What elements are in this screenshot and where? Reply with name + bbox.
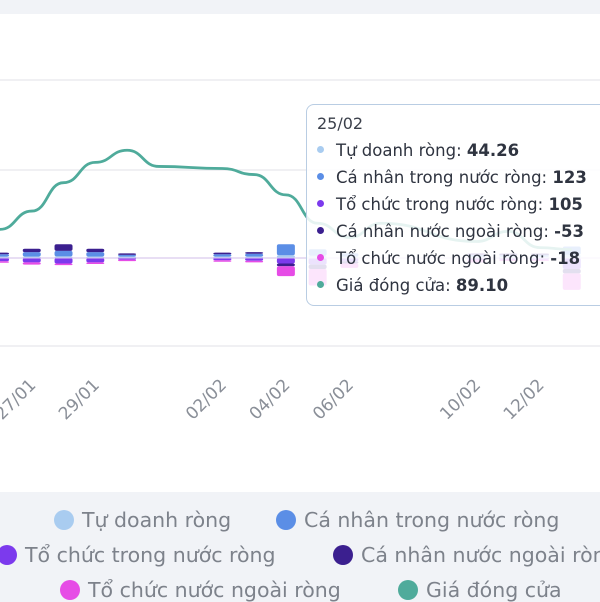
tooltip-value: -53 <box>554 222 584 241</box>
legend-item-ca-nhan-nuoc-ngoai[interactable]: Cá nhân nước ngoài ròng <box>333 543 600 567</box>
legend-label: Tự doanh ròng <box>82 508 232 532</box>
tooltip-label: Tổ chức trong nước ròng: <box>336 195 549 214</box>
tooltip-value: 89.10 <box>455 276 509 295</box>
x-tick-label: 12/02 <box>500 375 549 424</box>
x-tick-label: 29/01 <box>55 375 104 424</box>
tooltip-label: Giá đóng cửa: <box>336 276 456 295</box>
legend-swatch <box>333 545 353 565</box>
bar-segment <box>213 258 232 261</box>
tooltip-value: 44.26 <box>466 141 520 160</box>
bar-segment <box>118 254 137 257</box>
tooltip-row: Cá nhân trong nước ròng: 123 <box>317 168 587 187</box>
bar-segment <box>118 259 137 262</box>
legend-item-gia-dong-cua[interactable]: Giá đóng cửa <box>398 578 562 602</box>
x-tick-label: 02/02 <box>182 375 231 424</box>
bar-segment <box>213 260 232 262</box>
bar-segment <box>86 262 105 265</box>
bar-segment <box>118 253 137 255</box>
bar-segment <box>54 250 73 257</box>
bar-segment <box>54 258 73 264</box>
tooltip-dot <box>317 200 324 207</box>
legend-label: Cá nhân nước ngoài ròng <box>361 543 600 567</box>
bar-segment <box>22 262 41 265</box>
legend-label: Cá nhân trong nước ròng <box>304 508 560 532</box>
bar-segment <box>213 252 232 255</box>
bar-segment <box>54 244 73 251</box>
chart-tooltip: 25/02 Tự doanh ròng: 44.26 Cá nhân trong… <box>306 104 600 306</box>
legend-label: Tổ chức trong nước ròng <box>25 543 276 567</box>
legend-item-to-chuc-nuoc-ngoai[interactable]: Tổ chức nước ngoài ròng <box>60 578 341 602</box>
bar-segment <box>0 254 9 257</box>
tooltip-label: Tự doanh ròng: <box>336 141 467 160</box>
tooltip-dot <box>317 146 324 153</box>
legend-swatch <box>276 510 296 530</box>
x-tick-label: 27/01 <box>0 375 40 424</box>
x-tick-label: 06/02 <box>309 375 358 424</box>
bar-segment <box>22 248 41 253</box>
bar-segment <box>276 244 295 256</box>
tooltip-date: 25/02 <box>317 114 364 133</box>
bar-segment <box>245 260 264 263</box>
legend-swatch <box>398 580 418 600</box>
tooltip-row: Tự doanh ròng: 44.26 <box>317 141 519 160</box>
bar-segment <box>22 258 41 263</box>
tooltip-dot <box>317 254 324 261</box>
bar-segment <box>213 254 232 257</box>
bar-segment <box>276 263 295 267</box>
chart-card: 27/01 29/01 02/02 04/02 06/02 10/02 12/02 25/0… <box>0 14 600 492</box>
tooltip-label: Tổ chức nước ngoài ròng: <box>336 249 551 268</box>
bar-segment <box>276 266 295 277</box>
bar-segment <box>0 261 9 263</box>
legend-swatch <box>54 510 74 530</box>
tooltip-value: -18 <box>550 249 581 268</box>
legend-item-tu-doanh[interactable]: Tự doanh ròng <box>54 508 231 532</box>
bar-segment <box>0 258 9 262</box>
chart-legend: Tự doanh ròng Cá nhân trong nước ròng Tổ… <box>0 500 600 602</box>
legend-label: Tổ chức nước ngoài ròng <box>88 578 341 602</box>
bar-segment <box>276 258 295 264</box>
legend-swatch <box>60 580 80 600</box>
bar-segment <box>245 252 264 254</box>
x-tick-label: 04/02 <box>246 375 295 424</box>
bar-segment <box>276 255 295 258</box>
legend-swatch <box>0 545 17 565</box>
bar-segment <box>86 252 105 257</box>
bar-segment <box>86 258 105 263</box>
legend-label: Giá đóng cửa <box>426 578 562 602</box>
tooltip-label: Cá nhân trong nước ròng: <box>336 168 553 187</box>
bar-segment <box>54 263 73 266</box>
bar-segment <box>22 252 41 257</box>
bar-segment <box>0 252 9 255</box>
tooltip-row: Giá đóng cửa: 89.10 <box>317 276 508 295</box>
tooltip-row: Tổ chức trong nước ròng: 105 <box>317 195 583 214</box>
legend-item-to-chuc-trong-nuoc[interactable]: Tổ chức trong nước ròng <box>0 543 276 567</box>
bar-segment <box>245 253 264 257</box>
tooltip-dot <box>317 227 324 234</box>
tooltip-row: Cá nhân nước ngoài ròng: -53 <box>317 222 584 241</box>
tooltip-value: 105 <box>548 195 583 214</box>
tooltip-row: Tổ chức nước ngoài ròng: -18 <box>317 249 580 268</box>
tooltip-label: Cá nhân nước ngoài ròng: <box>336 222 555 241</box>
x-tick-label: 10/02 <box>436 375 485 424</box>
legend-item-ca-nhan-trong-nuoc[interactable]: Cá nhân trong nước ròng <box>276 508 559 532</box>
bar-segment <box>245 258 264 261</box>
tooltip-dot <box>317 281 324 288</box>
tooltip-dot <box>317 173 324 180</box>
bar-segment <box>86 248 105 253</box>
tooltip-value: 123 <box>552 168 587 187</box>
